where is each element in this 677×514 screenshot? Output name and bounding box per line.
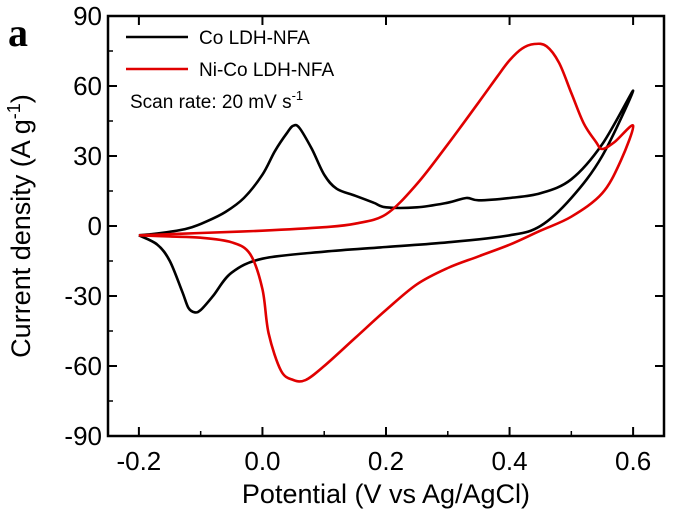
- x-tick-label: 0.4: [491, 446, 527, 476]
- y-tick-label: -90: [64, 421, 102, 451]
- x-axis-title: Potential (V vs Ag/AgCl): [242, 479, 530, 509]
- y-tick-label: -30: [64, 281, 102, 311]
- x-tick-label: 0.0: [244, 446, 280, 476]
- axis-ticks: [108, 15, 664, 437]
- y-axis-title-close: ): [6, 94, 36, 103]
- x-tick-label: 0.6: [615, 446, 651, 476]
- y-tick-label: 90: [73, 1, 102, 31]
- series-curves: [138, 42, 635, 383]
- y-tick-label: 60: [73, 71, 102, 101]
- scan-rate-annotation: Scan rate: 20 mV s-1: [130, 88, 303, 113]
- x-tick-label: 0.2: [368, 446, 404, 476]
- y-tick-label: -60: [64, 351, 102, 381]
- series-line-co-ldh-nfa: [138, 89, 635, 314]
- x-tick-labels: -0.2 0.0 0.2 0.4 0.6: [116, 446, 651, 476]
- y-axis-title-main: Current density (A g: [6, 119, 36, 358]
- scan-rate-main: Scan rate: 20 mV s: [130, 92, 292, 113]
- y-axis-title: Current density (A g-1): [4, 94, 36, 358]
- y-axis-title-sup: -1: [4, 103, 24, 119]
- scan-rate-sup: -1: [292, 88, 304, 103]
- x-tick-label: -0.2: [116, 446, 161, 476]
- y-tick-label: 0: [88, 211, 102, 241]
- plot-frame: [106, 14, 666, 438]
- panel-label: a: [8, 10, 28, 55]
- y-tick-labels: -90 -60 -30 0 30 60 90: [64, 1, 102, 451]
- legend: Co LDH-NFA Ni-Co LDH-NFA: [126, 28, 334, 81]
- legend-label-co-ldh-nfa: Co LDH-NFA: [199, 28, 310, 49]
- y-tick-label: 30: [73, 141, 102, 171]
- legend-label-ni-co-ldh-nfa: Ni-Co LDH-NFA: [199, 60, 334, 81]
- series-line-ni-co-ldh-nfa: [138, 42, 635, 383]
